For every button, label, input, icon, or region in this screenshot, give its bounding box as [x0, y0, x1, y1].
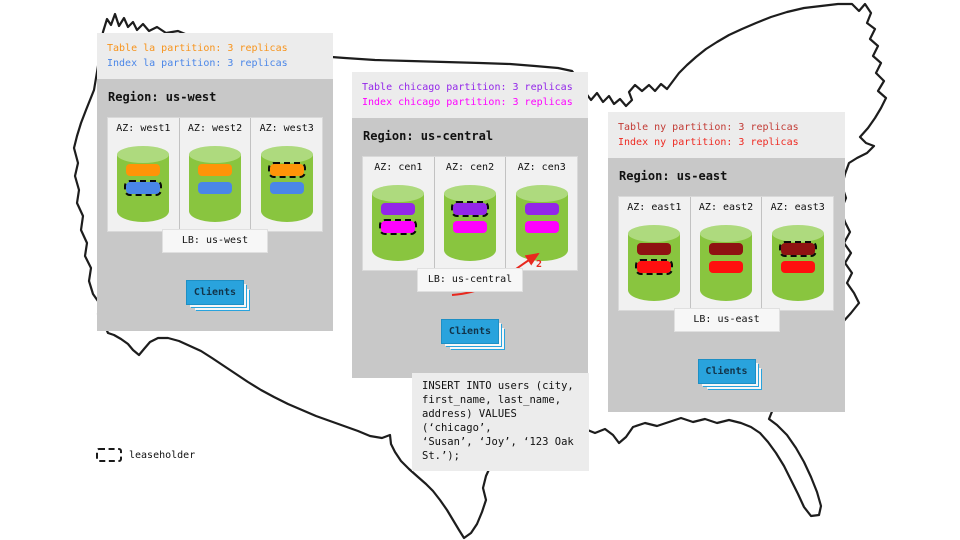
az-cell-east1: AZ: east1 — [619, 197, 691, 310]
db-node-cylinder — [372, 185, 425, 261]
table-replica-bar — [709, 243, 743, 255]
region-panel-us-west: Table la partition: 3 replicas Index la … — [97, 33, 333, 331]
az-label: AZ: cen1 — [374, 162, 423, 173]
clients-box: Clients — [441, 319, 499, 344]
cylinder-top — [260, 146, 313, 163]
az-label: AZ: east3 — [770, 202, 825, 213]
cylinder-top — [444, 185, 496, 202]
az-container: AZ: cen1 AZ: cen2 AZ: cen3 — [362, 156, 578, 271]
index-replica-bar — [198, 182, 232, 194]
db-node-cylinder — [189, 146, 241, 222]
index-partition-note: Index la partition: 3 replicas — [107, 58, 288, 69]
region-panel-us-east: Table ny partition: 3 replicas Index ny … — [608, 112, 845, 412]
cylinder-top — [628, 225, 681, 242]
index-replica-bar — [524, 221, 559, 233]
index-replica-bar — [780, 261, 815, 273]
az-label: AZ: east2 — [698, 202, 754, 213]
region-box: Region: us-east AZ: east1 AZ: east2 — [608, 158, 845, 412]
db-node-cylinder — [628, 225, 681, 301]
az-label: AZ: cen3 — [517, 162, 566, 173]
clients-box: Clients — [697, 359, 756, 384]
sql-statement-note: INSERT INTO users (city, first_name, las… — [412, 373, 589, 471]
leaseholder-dashed-swatch — [96, 448, 122, 462]
load-balancer-box: LB: us-central — [417, 268, 523, 292]
clients-box: Clients — [186, 280, 244, 305]
cylinder-top — [515, 185, 568, 202]
index-partition-note: Index chicago partition: 3 replicas — [362, 97, 573, 108]
partition-annotation: Table ny partition: 3 replicas Index ny … — [608, 112, 845, 158]
az-cell-cen3: AZ: cen3 — [506, 157, 577, 270]
db-node-cylinder — [515, 185, 568, 261]
load-balancer-box: LB: us-west — [162, 229, 268, 253]
az-cell-west2: AZ: west2 — [180, 118, 252, 231]
cylinder-top — [372, 185, 425, 202]
us-map-path — [72, 2, 888, 540]
table-replica-bar — [198, 164, 232, 176]
index-replica-bar — [379, 219, 418, 235]
index-partition-note: Index ny partition: 3 replicas — [618, 137, 799, 148]
az-container: AZ: west1 AZ: west2 AZ: west3 — [107, 117, 323, 232]
partition-annotation: Table la partition: 3 replicas Index la … — [97, 33, 333, 79]
index-replica-bar — [269, 182, 304, 194]
table-replica-bar — [267, 162, 306, 178]
index-replica-bar — [635, 259, 674, 275]
table-partition-note: Table la partition: 3 replicas — [107, 43, 288, 54]
db-node-cylinder — [771, 225, 824, 301]
az-cell-west3: AZ: west3 — [251, 118, 322, 231]
db-node-cylinder — [260, 146, 313, 222]
cylinder-top — [189, 146, 241, 163]
partition-annotation: Table chicago partition: 3 replicas Inde… — [352, 72, 588, 118]
region-box: Region: us-west AZ: west1 AZ: west2 — [97, 79, 333, 331]
cylinder-top — [700, 225, 752, 242]
db-node-cylinder — [117, 146, 170, 222]
az-container: AZ: east1 AZ: east2 AZ: east3 — [618, 196, 834, 311]
arrow-step-number: 2 — [536, 259, 543, 270]
az-cell-cen1: AZ: cen1 — [363, 157, 435, 270]
az-label: AZ: west3 — [259, 123, 314, 134]
region-panel-us-central: Table chicago partition: 3 replicas Inde… — [352, 72, 588, 378]
az-label: AZ: west1 — [116, 123, 171, 134]
region-title: Region: us-east — [619, 169, 728, 183]
az-cell-east2: AZ: east2 — [691, 197, 763, 310]
az-cell-east3: AZ: east3 — [762, 197, 833, 310]
leaseholder-legend: leaseholder — [96, 448, 195, 462]
db-node-cylinder — [444, 185, 496, 261]
az-label: AZ: east1 — [627, 202, 682, 213]
db-node-cylinder — [700, 225, 752, 301]
table-replica-bar — [451, 201, 489, 217]
region-box: Region: us-central AZ: cen1 AZ: cen2 — [352, 118, 588, 378]
region-title: Region: us-central — [363, 129, 494, 143]
cylinder-top — [117, 146, 170, 163]
leaseholder-legend-label: leaseholder — [129, 449, 196, 461]
table-replica-bar — [126, 164, 161, 176]
index-replica-bar — [124, 180, 163, 196]
cylinder-top — [771, 225, 824, 242]
region-title: Region: us-west — [108, 90, 217, 104]
az-label: AZ: west2 — [187, 123, 243, 134]
table-replica-bar — [778, 241, 817, 257]
load-balancer-box: LB: us-east — [673, 308, 780, 332]
table-replica-bar — [524, 203, 559, 215]
index-replica-bar — [709, 261, 743, 273]
az-label: AZ: cen2 — [445, 162, 495, 173]
table-partition-note: Table chicago partition: 3 replicas — [362, 82, 573, 93]
table-partition-note: Table ny partition: 3 replicas — [618, 122, 799, 133]
index-replica-bar — [453, 221, 487, 233]
az-cell-west1: AZ: west1 — [108, 118, 180, 231]
table-replica-bar — [381, 203, 416, 215]
table-replica-bar — [637, 243, 672, 255]
az-cell-cen2: AZ: cen2 — [435, 157, 507, 270]
